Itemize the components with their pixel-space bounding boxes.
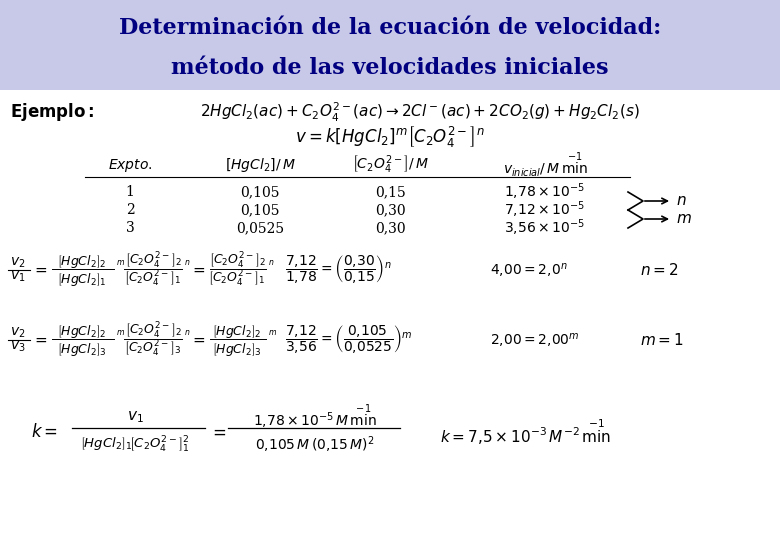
Text: $v=k\left[HgCl_2\right]^m\left[C_2O_4^{2-}\right]^n$: $v=k\left[HgCl_2\right]^m\left[C_2O_4^{2… [295,124,485,150]
Text: $2{,}00=2{,}00^m$: $2{,}00=2{,}00^m$ [490,331,580,349]
Text: $^m$: $^m$ [116,258,125,268]
Text: Determinación de la ecuación de velocidad:: Determinación de la ecuación de velocida… [119,17,661,39]
Text: método de las velocidades iniciales: método de las velocidades iniciales [172,57,608,79]
Text: $v_{inicial}/\,M\,\min^{-1}$: $v_{inicial}/\,M\,\min^{-1}$ [502,151,587,179]
Text: $\left[HgCl_2\right]/\,M$: $\left[HgCl_2\right]/\,M$ [225,156,296,174]
Text: $7{,}12\times10^{-5}$: $7{,}12\times10^{-5}$ [505,200,586,220]
Text: $\left[HgCl_2\right]_2$: $\left[HgCl_2\right]_2$ [212,322,262,340]
Text: $=$: $=$ [32,333,48,347]
Text: $^n$: $^n$ [268,258,275,268]
Text: 1: 1 [126,185,134,199]
Text: $^m$: $^m$ [268,328,277,338]
Text: $\left[C_2O_4^{2-}\right]_1$: $\left[C_2O_4^{2-}\right]_1$ [208,269,265,289]
Text: $\left[C_2O_4^{2-}\right]_2$: $\left[C_2O_4^{2-}\right]_2$ [125,251,182,271]
Text: $0{,}105\,M\,(0{,}15\,M)^2$: $0{,}105\,M\,(0{,}15\,M)^2$ [255,435,374,455]
Text: $v_1$: $v_1$ [10,270,26,284]
Text: $k=7{,}5\times10^{-3}\,M^{-2}\,\min^{-1}$: $k=7{,}5\times10^{-3}\,M^{-2}\,\min^{-1}… [440,417,612,447]
Text: $v_3$: $v_3$ [10,340,26,354]
Text: 0,30: 0,30 [374,221,406,235]
Text: $k=$: $k=$ [31,423,58,441]
Text: 0,30: 0,30 [374,203,406,217]
Text: $\dfrac{7{,}12}{1{,}78}=\left(\dfrac{0{,}30}{0{,}15}\right)^n$: $\dfrac{7{,}12}{1{,}78}=\left(\dfrac{0{,… [285,254,392,286]
Text: 3: 3 [126,221,134,235]
Text: $=$: $=$ [209,423,227,441]
Text: $m$: $m$ [676,212,692,226]
Text: $\dfrac{7{,}12}{3{,}56}=\left(\dfrac{0{,}105}{0{,}0525}\right)^m$: $\dfrac{7{,}12}{3{,}56}=\left(\dfrac{0{,… [285,324,413,356]
Text: $=$: $=$ [190,333,206,347]
Text: 0,105: 0,105 [240,185,280,199]
Text: $\left[HgCl_2\right]_1\!\left[C_2O_4^{2-}\right]_1^2$: $\left[HgCl_2\right]_1\!\left[C_2O_4^{2-… [80,435,190,455]
Text: $2HgCl_2(ac)+C_2O_4^{2-}(ac)\rightarrow 2Cl^-(ac)+2CO_2(g)+Hg_2Cl_2(s)$: $2HgCl_2(ac)+C_2O_4^{2-}(ac)\rightarrow … [200,100,640,124]
Text: $v_2$: $v_2$ [10,256,26,270]
Text: $\left[HgCl_2\right]_1$: $\left[HgCl_2\right]_1$ [57,271,107,287]
Text: $\left[C_2O_4^{2-}\right]_2$: $\left[C_2O_4^{2-}\right]_2$ [125,321,182,341]
Text: $\left[C_2O_4^{2-}\right]_2$: $\left[C_2O_4^{2-}\right]_2$ [208,251,265,271]
Text: $n$: $n$ [676,194,686,208]
Text: $^m$: $^m$ [116,328,125,338]
Text: $\left[HgCl_2\right]_2$: $\left[HgCl_2\right]_2$ [57,322,107,340]
Text: 0,15: 0,15 [374,185,406,199]
Text: $m=1$: $m=1$ [640,332,684,348]
Text: $\left[C_2O_4^{2-}\right]/\,M$: $\left[C_2O_4^{2-}\right]/\,M$ [352,154,428,176]
Text: $\left[HgCl_2\right]_3$: $\left[HgCl_2\right]_3$ [57,341,107,357]
Text: $v_2$: $v_2$ [10,326,26,340]
Text: $=$: $=$ [32,263,48,277]
Text: $3{,}56\times10^{-5}$: $3{,}56\times10^{-5}$ [505,218,586,238]
Text: $1{,}78\times10^{-5}\,M\,\min^{-1}$: $1{,}78\times10^{-5}\,M\,\min^{-1}$ [253,403,377,431]
Text: 2: 2 [126,203,134,217]
Text: 0,105: 0,105 [240,203,280,217]
FancyBboxPatch shape [0,0,780,90]
Text: $\left[HgCl_2\right]_2$: $\left[HgCl_2\right]_2$ [57,253,107,269]
Text: $\mathbf{Ejemplo:}$: $\mathbf{Ejemplo:}$ [10,101,94,123]
Text: $=$: $=$ [190,263,206,277]
Text: $\left[C_2O_4^{2-}\right]_3$: $\left[C_2O_4^{2-}\right]_3$ [124,339,182,359]
Text: $1{,}78\times10^{-5}$: $1{,}78\times10^{-5}$ [505,181,586,202]
Text: $Expto.$: $Expto.$ [108,157,152,173]
Text: $^n$: $^n$ [184,258,190,268]
Text: $^n$: $^n$ [184,328,190,338]
Text: $v_1$: $v_1$ [126,409,144,425]
Text: $4{,}00=2{,}0^n$: $4{,}00=2{,}0^n$ [490,261,568,279]
Text: $\left[C_2O_4^{2-}\right]_1$: $\left[C_2O_4^{2-}\right]_1$ [125,269,182,289]
Text: 0,0525: 0,0525 [236,221,284,235]
Text: $\left[HgCl_2\right]_3$: $\left[HgCl_2\right]_3$ [212,341,262,357]
Text: $n=2$: $n=2$ [640,262,679,278]
